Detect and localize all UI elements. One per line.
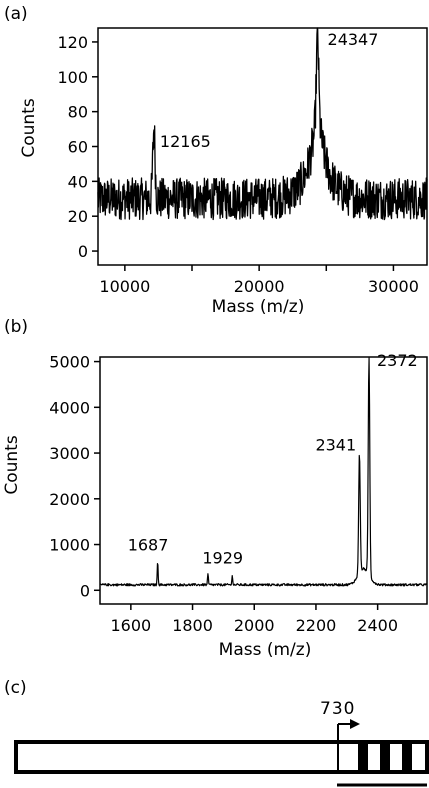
peak-label: 12165 (160, 132, 211, 151)
y-tick-label: 3000 (49, 444, 90, 463)
peak-label: 2341 (315, 435, 356, 454)
y-tick-label: 100 (57, 68, 88, 87)
x-tick-label: 2400 (357, 616, 398, 635)
arrow-icon (337, 719, 360, 742)
y-tick-label: 0 (80, 581, 90, 600)
y-tick-label: 40 (68, 172, 88, 191)
panel-a-label: (a) (4, 4, 28, 24)
spectrum-line (99, 357, 428, 587)
panel-b-xlabel: Mass (m/z) (219, 640, 312, 660)
y-tick-label: 1000 (49, 536, 90, 555)
y-tick-label: 80 (68, 103, 88, 122)
x-tick-label: 1600 (110, 616, 151, 635)
panel-c-label: (c) (4, 678, 27, 698)
x-tick-label: 20000 (234, 277, 285, 296)
peak-label: 24347 (328, 30, 379, 49)
plot-frame (99, 356, 428, 605)
panel-a-ylabel: Counts (19, 98, 39, 157)
x-tick-label: 1800 (172, 616, 213, 635)
peak-label: 1929 (202, 549, 243, 568)
panel-c-marker-label: 730 (320, 699, 355, 719)
construct-stripe-2 (380, 742, 390, 772)
y-tick-label: 2000 (49, 490, 90, 509)
construct-stripe-1 (358, 742, 368, 772)
y-tick-label: 0 (78, 242, 88, 261)
y-tick-label: 4000 (49, 398, 90, 417)
y-tick-label: 60 (68, 138, 88, 157)
panel-a-chart: 0 20 40 60 80 100 120 10000 20000 30000 12165 24347 (57, 27, 428, 296)
x-tick-label: 10000 (99, 277, 150, 296)
panel-b-chart: 0 1000 2000 3000 4000 5000 1600 1800 2000 2200 240… (49, 351, 428, 635)
peak-label: 1687 (128, 536, 169, 555)
panel-b-label: (b) (4, 317, 28, 337)
y-tick-label: 120 (57, 33, 88, 52)
x-tick-label: 2000 (234, 616, 275, 635)
peak-label: 2372 (377, 351, 418, 370)
spectrum-line (97, 27, 428, 221)
construct-stripe-3 (402, 742, 412, 772)
y-tick-label: 5000 (49, 353, 90, 372)
panel-a-xlabel: Mass (m/z) (212, 297, 305, 317)
y-tick-label: 20 (68, 207, 88, 226)
x-tick-label: 30000 (368, 277, 419, 296)
plot-frame (97, 27, 428, 266)
x-tick-label: 2200 (296, 616, 337, 635)
panel-b-ylabel: Counts (2, 435, 22, 494)
